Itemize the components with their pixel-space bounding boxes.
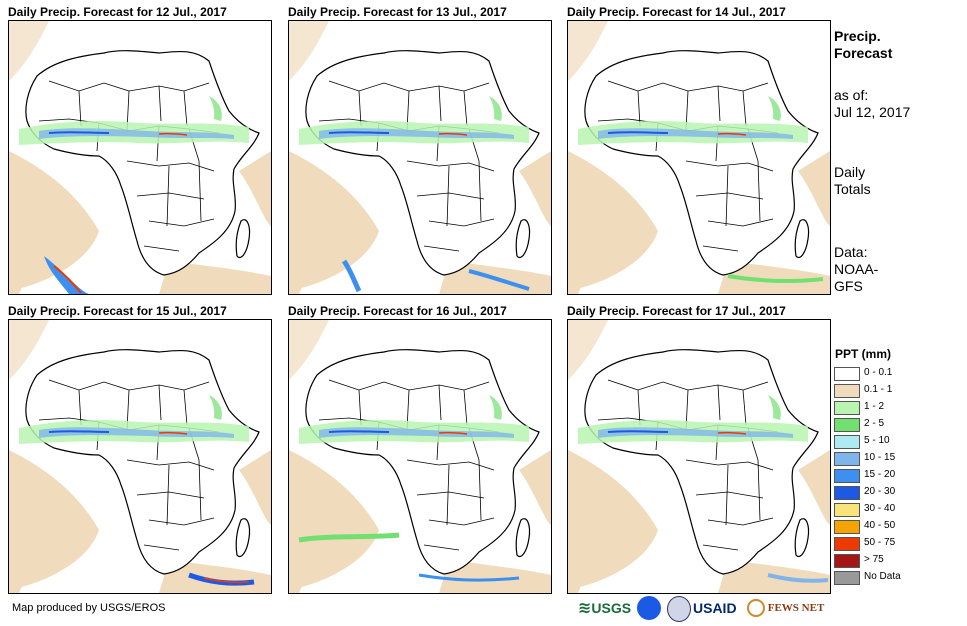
forecast-panel-12-jul: Daily Precip. Forecast for 12 Jul., 2017 xyxy=(8,4,278,295)
legend-swatch xyxy=(834,469,860,483)
forecast-panel-13-jul: Daily Precip. Forecast for 13 Jul., 2017 xyxy=(288,4,558,295)
forecast-panel-16-jul: Daily Precip. Forecast for 16 Jul., 2017 xyxy=(288,303,558,594)
precip-map xyxy=(567,319,831,594)
panel-title: Daily Precip. Forecast for 17 Jul., 2017 xyxy=(567,304,786,318)
legend-label: 50 - 75 xyxy=(864,537,896,548)
usgs-logo: ≋USGS xyxy=(578,596,631,620)
legend-swatch xyxy=(834,401,860,415)
seal-logo-icon xyxy=(667,596,691,622)
noaa-logo-icon xyxy=(637,596,661,620)
side-heading: Precip. Forecast xyxy=(834,28,892,62)
legend-label: > 75 xyxy=(864,554,884,565)
panel-title: Daily Precip. Forecast for 15 Jul., 2017 xyxy=(8,304,227,318)
usgs-logo-text: USGS xyxy=(591,600,632,616)
panel-title: Daily Precip. Forecast for 16 Jul., 2017 xyxy=(288,304,507,318)
legend-label: 0.1 - 1 xyxy=(864,384,893,395)
totals-line2: Totals xyxy=(834,181,871,197)
legend-swatch xyxy=(834,520,860,534)
forecast-panel-17-jul: Daily Precip. Forecast for 17 Jul., 2017 xyxy=(567,303,837,594)
legend-swatch xyxy=(834,384,860,398)
panel-title: Daily Precip. Forecast for 13 Jul., 2017 xyxy=(288,5,507,19)
panel-title: Daily Precip. Forecast for 12 Jul., 2017 xyxy=(8,5,227,19)
precip-map xyxy=(8,20,272,295)
asof-label: as of: xyxy=(834,87,869,103)
precip-map xyxy=(567,20,831,295)
asof-date: Jul 12, 2017 xyxy=(834,104,911,120)
precip-map xyxy=(8,319,272,594)
precip-map xyxy=(288,20,552,295)
totals-line1: Daily xyxy=(834,164,866,180)
fewsnet-logo-icon xyxy=(747,599,765,618)
legend-label: 1 - 2 xyxy=(864,401,885,412)
legend-label: 15 - 20 xyxy=(864,469,896,480)
map-credit: Map produced by USGS/EROS xyxy=(12,602,166,614)
legend-label: 30 - 40 xyxy=(864,503,896,514)
legend-label: 10 - 15 xyxy=(864,452,896,463)
usgs-logo-icon: ≋ xyxy=(578,600,592,617)
legend-swatch xyxy=(834,537,860,551)
data-line2: NOAA- xyxy=(834,261,879,277)
panel-title: Daily Precip. Forecast for 14 Jul., 2017 xyxy=(567,5,786,19)
legend-label: 0 - 0.1 xyxy=(864,367,893,378)
fewsnet-logo-text: FEWS NET xyxy=(767,602,825,614)
legend-swatch xyxy=(834,367,860,381)
side-asof: as of: Jul 12, 2017 xyxy=(834,87,910,121)
legend-label: 20 - 30 xyxy=(864,486,896,497)
legend-swatch xyxy=(834,486,860,500)
forecast-panel-14-jul: Daily Precip. Forecast for 14 Jul., 2017 xyxy=(567,4,837,295)
legend-label: 5 - 10 xyxy=(864,435,890,446)
forecast-panel-15-jul: Daily Precip. Forecast for 15 Jul., 2017 xyxy=(8,303,278,594)
legend-swatch xyxy=(834,418,860,432)
precip-map xyxy=(288,319,552,594)
legend-title: PPT (mm) xyxy=(835,347,892,361)
usaid-logo: USAID xyxy=(693,600,737,616)
legend-swatch xyxy=(834,503,860,517)
side-totals: Daily Totals xyxy=(834,164,871,198)
data-line1: Data: xyxy=(834,244,868,260)
fewsnet-logo: FEWS NET xyxy=(747,596,824,620)
side-heading-line1: Precip. xyxy=(834,28,881,44)
data-line3: GFS xyxy=(834,278,863,294)
legend-swatch xyxy=(834,435,860,449)
legend-label: No Data xyxy=(864,571,901,582)
legend-swatch xyxy=(834,571,860,585)
side-data-source: Data: NOAA- GFS xyxy=(834,244,878,295)
legend-swatch xyxy=(834,452,860,466)
legend-label: 40 - 50 xyxy=(864,520,896,531)
side-heading-line2: Forecast xyxy=(834,45,893,61)
legend-label: 2 - 5 xyxy=(864,418,885,429)
legend-swatch xyxy=(834,554,860,568)
